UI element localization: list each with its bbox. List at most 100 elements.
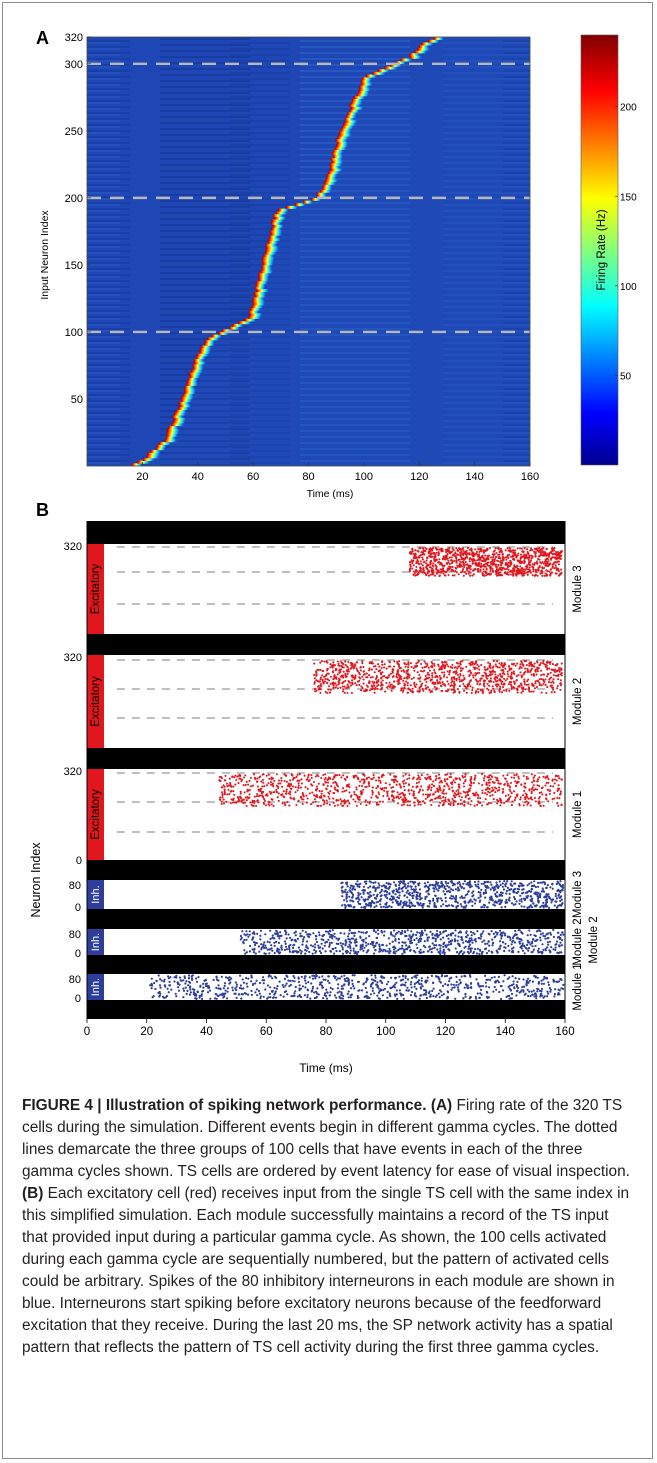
- excitatory-spike: [417, 776, 420, 779]
- firing-front-strip: [414, 50, 428, 54]
- excitatory-spike: [412, 573, 415, 576]
- inhibitory-spike: [385, 887, 388, 890]
- excitatory-spike: [524, 555, 528, 558]
- excitatory-spike: [524, 786, 527, 789]
- excitatory-spike: [499, 571, 502, 574]
- excitatory-spike: [424, 793, 427, 796]
- inhibitory-spike: [345, 882, 348, 885]
- excitatory-spike: [365, 676, 368, 679]
- firing-front-strip: [232, 323, 244, 327]
- excitatory-spike: [494, 791, 497, 794]
- excitatory-spike: [458, 783, 461, 786]
- excitatory-spike: [465, 794, 468, 797]
- excitatory-spike: [451, 790, 454, 793]
- excitatory-spike: [426, 671, 429, 674]
- excitatory-spike: [363, 780, 366, 784]
- inhibitory-spike: [464, 945, 467, 948]
- excitatory-spike: [324, 680, 327, 683]
- excitatory-spike: [436, 571, 439, 574]
- excitatory-spike: [377, 793, 381, 796]
- excitatory-spike: [496, 802, 499, 805]
- excitatory-spike: [412, 794, 415, 797]
- inhibitory-spike: [362, 891, 365, 894]
- excitatory-spike: [369, 800, 372, 803]
- inhibitory-spike: [385, 944, 388, 947]
- excitatory-spike: [402, 792, 405, 795]
- inhibitory-spike: [464, 940, 468, 943]
- excitatory-spike: [242, 802, 245, 805]
- excitatory-spike: [532, 789, 535, 792]
- inhibitory-spike: [413, 949, 416, 953]
- excitatory-spike: [540, 691, 543, 694]
- excitatory-spike: [356, 669, 359, 672]
- inhibitory-spike: [501, 891, 504, 895]
- excitatory-spike: [429, 799, 432, 802]
- excitatory-spike: [438, 563, 442, 566]
- excitatory-spike: [516, 569, 520, 572]
- inhibitory-spike: [375, 942, 378, 945]
- inhibitory-spike: [314, 946, 317, 949]
- inhibitory-spike: [411, 904, 414, 907]
- inhibitory-spike: [503, 949, 506, 953]
- excitatory-spike: [533, 662, 536, 665]
- excitatory-spike: [332, 791, 335, 794]
- inhibitory-spike: [508, 949, 511, 952]
- excitatory-spike: [529, 571, 533, 574]
- excitatory-spike: [501, 680, 504, 683]
- excitatory-spike: [317, 782, 320, 785]
- excitatory-spike: [465, 665, 468, 668]
- firing-front-strip: [359, 85, 370, 89]
- excitatory-spike: [435, 565, 438, 569]
- excitatory-spike: [512, 670, 515, 673]
- excitatory-spike: [417, 556, 420, 559]
- excitatory-spike: [334, 682, 337, 685]
- excitatory-spike: [365, 777, 368, 780]
- firing-front-strip: [189, 374, 201, 378]
- inhibitory-spike: [418, 931, 421, 934]
- excitatory-spike: [453, 795, 456, 798]
- excitatory-spike: [270, 783, 273, 786]
- inhibitory-spike: [406, 896, 409, 899]
- inhibitory-spike: [252, 931, 255, 934]
- excitatory-spike: [222, 802, 225, 805]
- firing-front-strip: [335, 138, 348, 142]
- excitatory-spike: [434, 672, 437, 675]
- firing-front-strip: [265, 248, 280, 252]
- excitatory-spike: [242, 784, 245, 787]
- excitatory-spike: [431, 567, 434, 570]
- excitatory-spike: [551, 553, 554, 556]
- y-tick-label: 150: [65, 260, 83, 272]
- excitatory-spike: [407, 661, 410, 664]
- excitatory-spike: [392, 790, 395, 793]
- inhibitory-spike: [469, 949, 472, 952]
- firing-front-strip: [265, 246, 280, 250]
- inhibitory-spike: [491, 944, 494, 947]
- inhibitory-spike: [435, 906, 438, 909]
- inhibitory-spike: [293, 931, 296, 935]
- excitatory-spike: [333, 804, 336, 807]
- excitatory-spike: [520, 660, 523, 663]
- firing-front-strip: [421, 42, 434, 46]
- excitatory-spike: [500, 682, 503, 686]
- excitatory-spike: [332, 683, 335, 686]
- excitatory-spike: [534, 547, 537, 550]
- y-tick-label: 100: [65, 327, 83, 339]
- excitatory-spike: [462, 567, 465, 571]
- inhibitory-spike: [370, 881, 373, 884]
- excitatory-spike: [532, 776, 535, 779]
- excitatory-spike: [249, 776, 252, 779]
- inhibitory-spike: [344, 888, 347, 891]
- excitatory-spike: [476, 553, 479, 556]
- inhibitory-spike: [518, 937, 521, 941]
- excitatory-spike: [493, 670, 496, 673]
- inhibitory-spike: [341, 952, 345, 955]
- excitatory-spike: [413, 801, 416, 804]
- inhibitory-spike: [397, 938, 400, 941]
- excitatory-spike: [513, 774, 516, 777]
- excitatory-spike: [220, 777, 223, 780]
- firing-front-strip: [171, 423, 185, 427]
- excitatory-spike: [515, 675, 518, 678]
- excitatory-spike: [254, 777, 257, 781]
- inhibitory-spike: [283, 948, 286, 952]
- inhibitory-spike: [520, 884, 523, 887]
